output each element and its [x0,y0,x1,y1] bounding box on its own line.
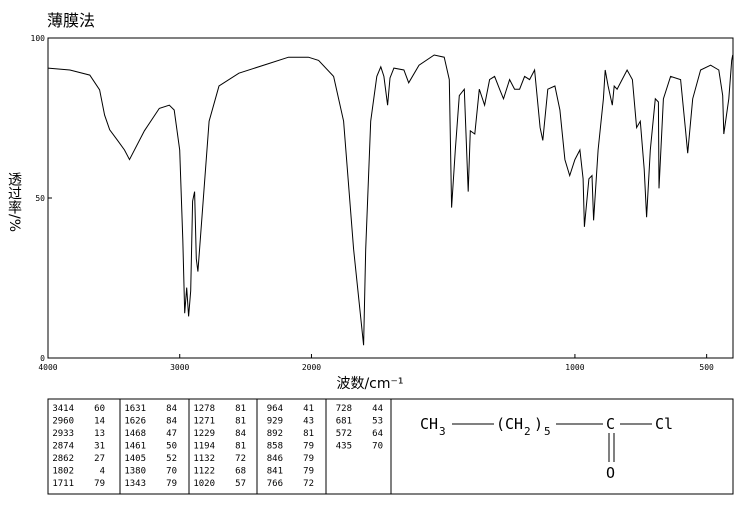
peak-transmittance: 14 [94,417,105,427]
peak-wavenumber: 1194 [193,442,215,452]
peak-transmittance: 72 [303,479,314,489]
peak-wavenumber: 1271 [193,417,215,427]
struct-text: Cl [655,415,673,433]
peak-transmittance: 81 [303,429,314,439]
peak-wavenumber: 2874 [52,442,74,452]
x-tick-label: 2000 [302,363,321,372]
x-tick-label: 3000 [170,363,189,372]
peak-transmittance: 41 [303,404,314,414]
peak-wavenumber: 1229 [193,429,215,439]
peak-wavenumber: 1380 [124,467,146,477]
peak-transmittance: 44 [372,404,383,414]
peak-wavenumber: 1278 [193,404,215,414]
peak-transmittance: 81 [235,417,246,427]
peak-wavenumber: 1461 [124,442,146,452]
peak-wavenumber: 1802 [52,467,74,477]
peak-wavenumber: 681 [336,417,352,427]
structure: CH 3 (CH 2 ) 5 C Cl O [420,415,673,482]
peak-transmittance: 27 [94,454,105,464]
peak-transmittance: 70 [372,442,383,452]
peak-transmittance: 53 [372,417,383,427]
peak-wavenumber: 1711 [52,479,74,489]
struct-sub: 2 [524,425,531,438]
peak-wavenumber: 929 [267,417,283,427]
peak-wavenumber: 892 [267,429,283,439]
table-dividers [119,399,392,494]
plot-frame [47,37,734,359]
peak-transmittance: 50 [166,442,177,452]
peak-wavenumber: 2960 [52,417,74,427]
peak-wavenumber: 2933 [52,429,74,439]
peak-transmittance: 52 [166,454,177,464]
peak-wavenumber: 1631 [124,404,146,414]
peak-transmittance: 43 [303,417,314,427]
peak-wavenumber: 841 [267,467,283,477]
peak-transmittance: 81 [235,404,246,414]
peak-wavenumber: 1343 [124,479,146,489]
peak-transmittance: 84 [235,429,246,439]
peak-transmittance: 79 [303,442,314,452]
struct-sub: 3 [439,425,446,438]
peak-wavenumber: 1626 [124,417,146,427]
peak-transmittance: 60 [94,404,105,414]
struct-text: CH [420,415,438,433]
peak-transmittance: 84 [166,404,177,414]
peak-transmittance: 68 [235,467,246,477]
peak-wavenumber: 572 [336,429,352,439]
peak-wavenumber: 435 [336,442,352,452]
peak-transmittance: 72 [235,454,246,464]
peak-wavenumber: 2862 [52,454,74,464]
struct-text: C [606,415,615,433]
y-tick-label: 50 [35,194,45,203]
peak-transmittance: 79 [303,454,314,464]
peak-transmittance: 70 [166,467,177,477]
peak-wavenumber: 1132 [193,454,215,464]
peak-wavenumber: 964 [267,404,283,414]
x-tick-label: 4000 [38,363,57,372]
peak-transmittance: 13 [94,429,105,439]
chart-title: 薄膜法 [47,11,95,30]
peak-wavenumber: 858 [267,442,283,452]
peak-wavenumber: 1020 [193,479,215,489]
x-tick-label: 500 [699,363,714,372]
peak-transmittance: 79 [94,479,105,489]
spectrum-line [47,54,734,346]
x-axis-label: 波数/cm⁻¹ [336,376,403,392]
peak-wavenumber: 3414 [52,404,74,414]
peak-transmittance: 57 [235,479,246,489]
x-tick-label: 1000 [565,363,584,372]
peak-transmittance: 84 [166,417,177,427]
y-tick-label: 0 [40,354,45,363]
peak-transmittance: 47 [166,429,177,439]
y-tick-label: 100 [31,34,46,43]
peak-transmittance: 79 [166,479,177,489]
peak-wavenumber: 728 [336,404,352,414]
struct-text: ) [534,415,543,433]
peak-wavenumber: 1468 [124,429,146,439]
y-axis-label: 透过率/% [6,172,22,232]
peak-transmittance: 81 [235,442,246,452]
peak-wavenumber: 846 [267,454,283,464]
peak-transmittance: 64 [372,429,383,439]
struct-sub: 5 [544,425,551,438]
peak-wavenumber: 1405 [124,454,146,464]
struct-text: O [606,464,615,482]
struct-text: (CH [496,415,523,433]
peak-transmittance: 4 [100,467,105,477]
peak-wavenumber: 766 [267,479,283,489]
peak-transmittance: 79 [303,467,314,477]
peak-wavenumber: 1122 [193,467,215,477]
peak-transmittance: 31 [94,442,105,452]
